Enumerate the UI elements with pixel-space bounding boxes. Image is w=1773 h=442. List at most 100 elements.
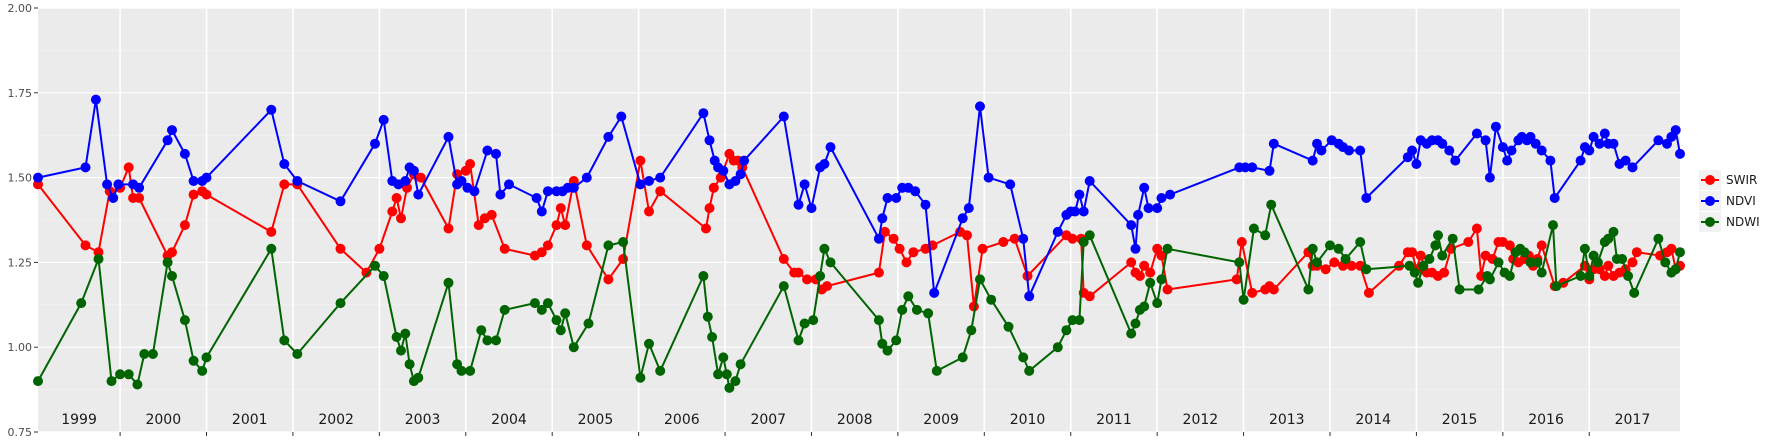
swir-point <box>701 223 711 234</box>
ndwi-point <box>292 349 303 359</box>
swir-point <box>1439 267 1450 278</box>
ndvi-point <box>1506 145 1517 156</box>
swir-point <box>201 189 212 200</box>
ndvi-point <box>1444 145 1455 156</box>
swir-point <box>1320 264 1331 275</box>
ndvi-point <box>920 199 931 210</box>
ndwi-point <box>1139 301 1150 312</box>
swir-point <box>123 162 134 173</box>
y-tick-label: 0.75 <box>8 426 33 439</box>
ndwi-point <box>819 243 830 254</box>
ndwi-point <box>1078 237 1089 247</box>
ndvi-point <box>1130 243 1141 254</box>
ndwi-point <box>1584 271 1595 281</box>
swir-point <box>1329 257 1340 268</box>
swir-point <box>1268 284 1279 295</box>
ndwi-point <box>1333 243 1344 254</box>
swir-point <box>396 213 406 224</box>
ndvi-point <box>882 193 893 203</box>
year-label-2005: 2005 <box>578 412 614 428</box>
ndwi-point <box>583 318 594 329</box>
ndwi-point <box>93 254 104 264</box>
y-tick-label: 2.00 <box>8 2 33 15</box>
y-tick-label: 1.25 <box>8 256 33 269</box>
swir-point <box>1084 291 1095 302</box>
ndwi-point <box>1579 243 1590 254</box>
ndvi-point <box>1549 193 1560 203</box>
swir-point <box>1407 247 1418 258</box>
ndvi-point <box>1024 291 1035 302</box>
ndwi-point <box>1156 274 1167 285</box>
ndwi-point <box>702 311 713 322</box>
ndvi-point <box>1584 145 1595 156</box>
ndwi-point <box>873 315 884 326</box>
y-tick-label: 1.75 <box>8 87 33 100</box>
ndvi-point <box>162 135 173 146</box>
ndwi-point <box>335 298 346 309</box>
y-axis-tick-labels: 0.75 1.00 1.25 1.50 1.75 2.00 <box>8 2 33 439</box>
year-label-2006: 2006 <box>664 412 700 428</box>
ndwi-point <box>1670 264 1681 275</box>
ndwi-point <box>197 365 208 376</box>
ndvi-point <box>1471 128 1482 139</box>
year-label-2015: 2015 <box>1442 412 1478 428</box>
swir-point <box>581 240 592 251</box>
y-tick-label: 1.50 <box>8 172 33 185</box>
ndvi-point <box>1264 165 1275 176</box>
swir-point <box>443 223 454 234</box>
ndvi-point <box>456 176 467 186</box>
ndvi-point <box>1156 193 1167 203</box>
ndvi-point <box>1070 206 1081 217</box>
ndwi-point <box>877 338 888 349</box>
swir-point <box>266 226 277 237</box>
ndwi-point <box>966 325 977 336</box>
swir-point <box>962 230 972 241</box>
ndwi-point <box>1340 254 1351 264</box>
swir-point <box>1666 243 1677 254</box>
swir-point <box>1145 267 1156 278</box>
legend-ndvi-label: NDVI <box>1726 194 1756 208</box>
year-label-2002: 2002 <box>318 412 354 428</box>
ndvi-point <box>1608 138 1619 149</box>
ndvi-point <box>469 186 480 197</box>
swir-point <box>1463 237 1474 247</box>
swir-point <box>894 243 905 254</box>
ndvi-point <box>1133 209 1144 220</box>
ndwi-point <box>635 372 646 383</box>
ndwi-point <box>555 325 566 336</box>
ndwi-point <box>975 274 985 285</box>
ndvi-point <box>1139 182 1150 193</box>
ndwi-point <box>1504 271 1515 281</box>
ndvi-point <box>1594 138 1605 149</box>
swir-point <box>1536 240 1547 251</box>
ndvi-point <box>1450 155 1461 166</box>
ndwi-point <box>279 335 290 346</box>
ndvi-point <box>113 179 124 190</box>
ndvi-point <box>1074 189 1085 200</box>
ndvi-point <box>536 206 547 217</box>
ndvi-point <box>201 172 212 183</box>
ndvi-point <box>975 101 985 112</box>
ndvi-point <box>1316 145 1327 156</box>
ndwi-point <box>618 237 629 247</box>
ndwi-point <box>106 376 117 387</box>
ndwi-point <box>721 369 732 380</box>
ndwi-point <box>1532 257 1543 268</box>
swir-point <box>1134 271 1145 281</box>
swir-point <box>1346 260 1357 271</box>
year-label-2001: 2001 <box>232 412 268 428</box>
ndvi-point <box>1653 135 1664 146</box>
ndwi-point <box>724 382 735 393</box>
ndwi-point <box>931 365 942 376</box>
ndvi-point <box>739 155 750 166</box>
ndwi-point <box>456 365 467 376</box>
year-label-2014: 2014 <box>1355 412 1391 428</box>
swir-point <box>1247 287 1258 298</box>
swir-point <box>1627 257 1638 268</box>
swir-point <box>644 206 654 217</box>
legend-ndvi-marker <box>1705 196 1715 206</box>
ndvi-point <box>1078 206 1089 217</box>
ndvi-point <box>873 233 884 244</box>
ndvi-point <box>413 189 424 200</box>
swir-point <box>1599 271 1610 281</box>
